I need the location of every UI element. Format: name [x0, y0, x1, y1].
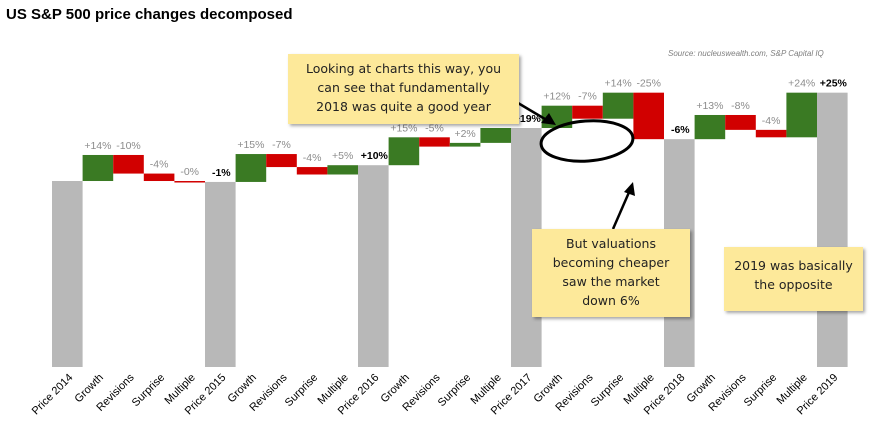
note-line: 2018 was quite a good year	[316, 99, 491, 114]
increase-bar	[82, 154, 114, 182]
value-label: +14%	[605, 78, 632, 90]
x-tick-labels-layer: Price 2014GrowthRevisionsSurpriseMultipl…	[30, 371, 841, 417]
value-label: -7%	[578, 91, 597, 103]
value-label: +24%	[788, 78, 815, 90]
arrowhead-bottom	[624, 182, 635, 196]
note-line: the opposite	[754, 277, 833, 292]
value-label: +12%	[543, 91, 570, 103]
value-label: -0%	[180, 166, 199, 178]
value-label: -10%	[116, 140, 141, 152]
x-tick-label: Surprise	[436, 372, 473, 409]
value-label: -4%	[150, 159, 169, 171]
x-tick-label: Surprise	[130, 372, 167, 409]
increase-bar	[449, 142, 481, 147]
total-bar	[205, 181, 236, 367]
value-label: +13%	[696, 100, 723, 112]
value-label: -1%	[212, 167, 231, 179]
chart-title: US S&P 500 price changes decomposed	[6, 6, 293, 23]
total-bar	[817, 92, 848, 367]
total-bar	[358, 165, 389, 367]
increase-bar	[694, 114, 726, 140]
increase-bar	[235, 154, 267, 182]
note-line: saw the market	[562, 274, 660, 289]
decrease-bar	[572, 105, 603, 119]
note-line: 2019 was basically	[734, 258, 853, 273]
note-line: But valuations	[566, 236, 656, 251]
annotation-marks	[517, 101, 635, 230]
note-line: becoming cheaper	[552, 255, 670, 270]
arrow-line-bottom	[611, 189, 632, 230]
value-label: +25%	[820, 78, 848, 90]
increase-bar	[602, 92, 634, 119]
decrease-bar	[266, 154, 297, 168]
x-tick-label: Surprise	[283, 372, 320, 409]
increase-bar	[388, 137, 420, 166]
x-tick-label: Surprise	[589, 372, 626, 409]
value-label: -8%	[731, 100, 750, 112]
decrease-bar	[143, 173, 175, 182]
decrease-bar	[755, 129, 787, 138]
annotation-note-2018: Looking at charts this way, you can see …	[288, 54, 519, 124]
decrease-bar	[296, 167, 328, 175]
value-label: -25%	[636, 78, 661, 90]
value-label: +15%	[237, 139, 264, 151]
note-line: down 6%	[582, 293, 640, 308]
value-label: +15%	[390, 122, 417, 134]
annotation-note-2019: 2019 was basically the opposite	[724, 247, 863, 311]
annotation-note-valuations: But valuations becoming cheaper saw the …	[532, 229, 690, 317]
highlight-ellipse	[539, 119, 635, 163]
increase-bar	[480, 128, 511, 143]
note-line: can see that fundamentally	[317, 80, 490, 95]
total-bar	[52, 181, 83, 367]
increase-bar	[786, 92, 817, 138]
decrease-bar	[113, 154, 144, 174]
value-labels-layer: +14% -10% -4% -0% -1% +15% -7% -4% +5% +10% +15% -5…	[84, 78, 847, 179]
value-label: -6%	[671, 124, 690, 136]
value-label: +19%	[514, 113, 542, 125]
x-tick-label: Surprise	[742, 372, 779, 409]
decrease-bar	[174, 181, 205, 183]
value-label: +5%	[332, 150, 353, 162]
chart-source: Source: nucleuswealth.com, S&P Capital I…	[668, 49, 824, 58]
arrowhead-top	[541, 113, 556, 125]
value-label: -4%	[303, 152, 322, 164]
x-tick-label: Price 2014	[30, 372, 76, 418]
value-label: +10%	[361, 150, 389, 162]
value-label: +2%	[454, 128, 475, 140]
value-label: +14%	[84, 140, 111, 152]
note-line: Looking at charts this way, you	[305, 61, 502, 76]
decrease-bar	[633, 92, 664, 140]
decrease-bar	[725, 114, 756, 130]
value-label: -4%	[762, 115, 781, 127]
value-label: -7%	[272, 139, 291, 151]
increase-bar	[327, 165, 358, 175]
bars-layer	[52, 92, 848, 367]
value-label: -5%	[425, 122, 444, 134]
decrease-bar	[419, 137, 450, 147]
